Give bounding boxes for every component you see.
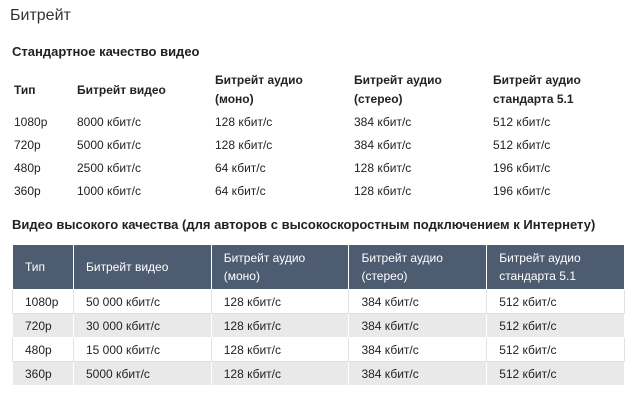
header-type: Тип [14, 82, 36, 97]
cell-51: 512 кбит/с [486, 289, 625, 314]
cell-51: 512 кбит/с [486, 313, 625, 338]
table-row: 480p 15 000 кбит/с 128 кбит/с 384 кбит/с… [12, 337, 625, 362]
cell-mono: 128 кбит/с [210, 337, 350, 362]
header-audio-51: Битрейт аудио стандарта 5.1 [493, 73, 581, 106]
header-audio-mono: Битрейт аудио (моно) [210, 244, 350, 290]
cell-video: 50 000 кбит/с [72, 289, 212, 314]
cell-video: 5000 кбит/с [72, 361, 212, 386]
cell-type: 360p [14, 183, 41, 198]
table-header-row: Тип Битрейт видео Битрейт аудио (моно) Би… [10, 70, 624, 110]
table-row: 720p 5000 кбит/с 128 кбит/с 384 кбит/с 5… [10, 133, 624, 156]
cell-stereo: 128 кбит/с [354, 183, 412, 198]
table-row: 360p 5000 кбит/с 128 кбит/с 384 кбит/с 5… [12, 361, 625, 386]
cell-51: 196 кбит/с [493, 160, 551, 175]
cell-stereo: 384 кбит/с [348, 313, 488, 338]
cell-type: 360p [12, 361, 74, 386]
cell-mono: 128 кбит/с [210, 289, 350, 314]
cell-51: 512 кбит/с [486, 337, 625, 362]
cell-type: 1080p [14, 114, 48, 129]
cell-video: 2500 кбит/с [77, 160, 141, 175]
cell-stereo: 128 кбит/с [354, 160, 412, 175]
table-row: 1080p 8000 кбит/с 128 кбит/с 384 кбит/с … [10, 110, 624, 133]
table-header-row: Тип Битрейт видео Битрейт аудио (моно) Би… [12, 244, 625, 290]
cell-mono: 64 кбит/с [215, 183, 266, 198]
header-type: Тип [12, 244, 74, 290]
cell-video: 8000 кбит/с [77, 114, 141, 129]
page-title: Битрейт [10, 7, 71, 24]
cell-stereo: 384 кбит/с [348, 361, 488, 386]
cell-mono: 64 кбит/с [215, 160, 266, 175]
cell-video: 1000 кбит/с [77, 183, 141, 198]
cell-mono: 128 кбит/с [210, 313, 350, 338]
cell-mono: 128 кбит/с [210, 361, 350, 386]
cell-51: 512 кбит/с [493, 137, 551, 152]
high-quality-heading: Видео высокого качества (для авторов с в… [12, 217, 596, 232]
cell-video: 5000 кбит/с [77, 137, 141, 152]
table-row: 360p 1000 кбит/с 64 кбит/с 128 кбит/с 19… [10, 179, 624, 202]
standard-quality-heading: Стандартное качество видео [12, 44, 200, 59]
table-row: 480p 2500 кбит/с 64 кбит/с 128 кбит/с 19… [10, 156, 624, 179]
cell-stereo: 384 кбит/с [348, 337, 488, 362]
cell-type: 720p [14, 137, 41, 152]
cell-mono: 128 кбит/с [215, 137, 273, 152]
cell-type: 1080p [12, 289, 74, 314]
standard-quality-table: Тип Битрейт видео Битрейт аудио (моно) Би… [10, 70, 624, 202]
header-video-bitrate: Битрейт видео [77, 82, 166, 97]
header-audio-stereo: Битрейт аудио (стерео) [348, 244, 488, 290]
cell-51: 512 кбит/с [493, 114, 551, 129]
high-quality-table: Тип Битрейт видео Битрейт аудио (моно) Би… [12, 244, 625, 386]
cell-51: 196 кбит/с [493, 183, 551, 198]
cell-mono: 128 кбит/с [215, 114, 273, 129]
header-video-bitrate: Битрейт видео [72, 244, 212, 290]
cell-video: 15 000 кбит/с [72, 337, 212, 362]
header-audio-stereo: Битрейт аудио (стерео) [354, 73, 442, 106]
cell-stereo: 384 кбит/с [354, 114, 412, 129]
cell-stereo: 384 кбит/с [348, 289, 488, 314]
cell-stereo: 384 кбит/с [354, 137, 412, 152]
table-row: 1080p 50 000 кбит/с 128 кбит/с 384 кбит/… [12, 289, 625, 314]
cell-type: 720p [12, 313, 74, 338]
cell-type: 480p [12, 337, 74, 362]
table-row: 720p 30 000 кбит/с 128 кбит/с 384 кбит/с… [12, 313, 625, 338]
cell-video: 30 000 кбит/с [72, 313, 212, 338]
cell-51: 512 кбит/с [486, 361, 625, 386]
header-audio-51: Битрейт аудио стандарта 5.1 [486, 244, 625, 290]
cell-type: 480p [14, 160, 41, 175]
header-audio-mono: Битрейт аудио (моно) [215, 73, 303, 106]
